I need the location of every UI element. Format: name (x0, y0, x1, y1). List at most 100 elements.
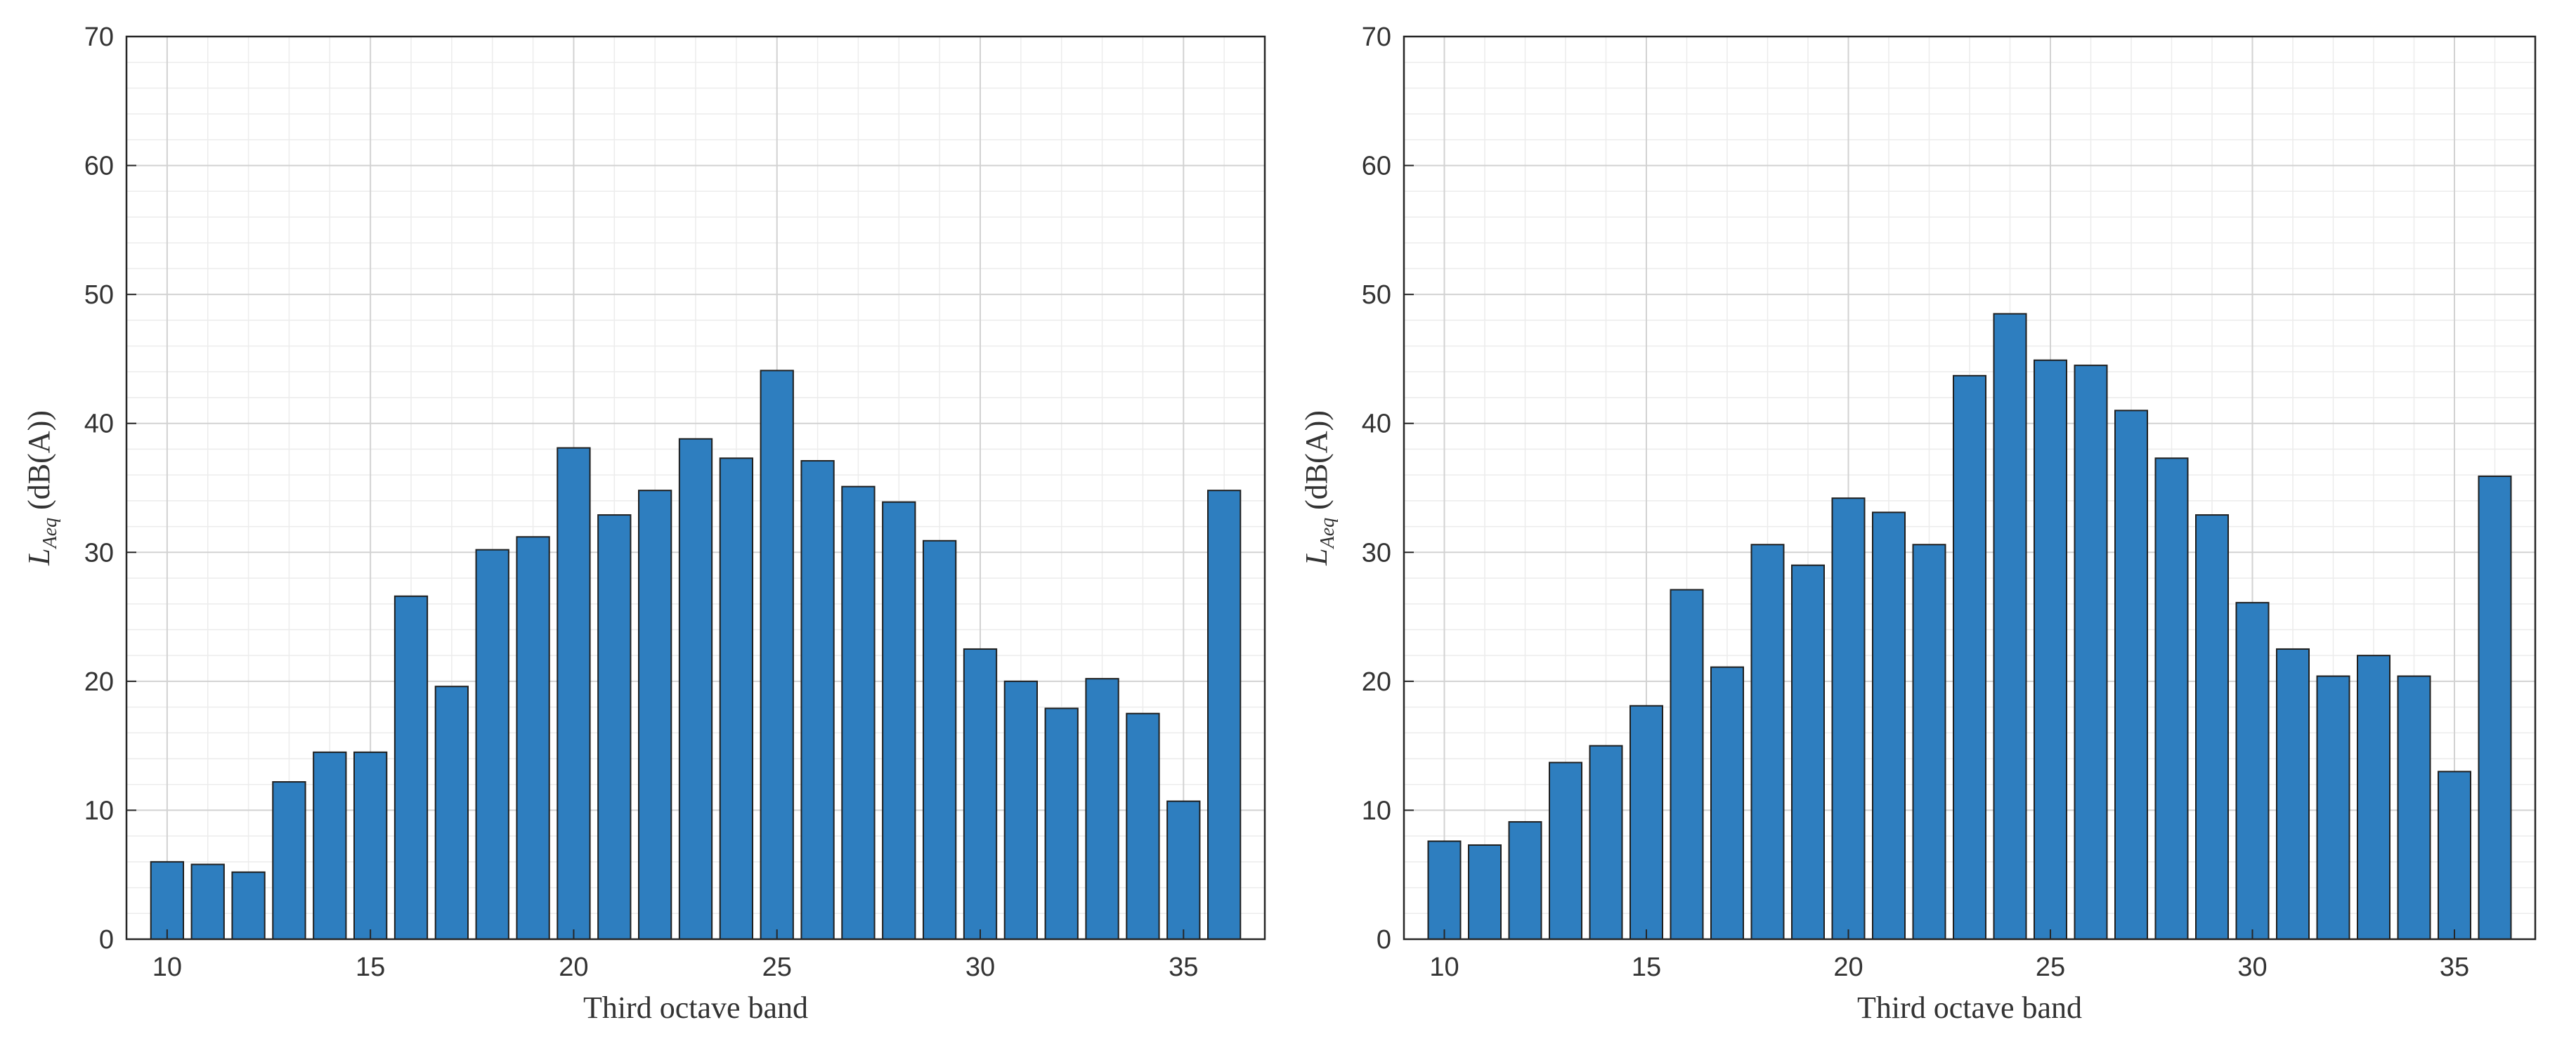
bar (923, 539, 957, 940)
y-tick-label: 30 (1362, 538, 1391, 568)
x-tick-label: 35 (2440, 953, 2469, 982)
bar (963, 648, 998, 940)
bar (1710, 666, 1744, 941)
y-tick-label: 40 (84, 410, 114, 439)
bar (760, 369, 794, 940)
y-tick-label: 70 (84, 22, 114, 52)
bar (678, 438, 713, 940)
bar (1549, 761, 1582, 941)
y-label-main: L (1299, 548, 1334, 565)
plot-frame (1403, 35, 2537, 941)
plot-frame (125, 35, 1266, 941)
x-tick-label: 15 (1632, 953, 1661, 982)
bar (2154, 457, 2189, 940)
bars (1427, 313, 2512, 941)
bar (231, 871, 266, 940)
bar (1750, 544, 1785, 940)
bar (434, 686, 469, 940)
bar (1589, 745, 1623, 940)
bar (1791, 564, 1825, 940)
x-tick-label: 35 (1169, 953, 1198, 982)
bar (2034, 359, 2067, 940)
y-tick-label: 20 (84, 667, 114, 697)
bars (150, 369, 1242, 941)
x-axis-label: Third octave band (1857, 990, 2082, 1025)
y-tick-label: 0 (1377, 925, 1391, 955)
bar (313, 751, 347, 940)
x-tick-label: 20 (1833, 953, 1863, 982)
bar (1629, 705, 1663, 940)
bar (1993, 313, 2027, 940)
y-axis-label: LAeq (dB(A)) (22, 410, 61, 566)
y-tick-label: 10 (84, 796, 114, 825)
bar (2438, 771, 2471, 941)
bar (2357, 655, 2390, 941)
y-tick-labels: 0 10 20 30 40 50 60 70 (1362, 22, 1414, 955)
bar (1085, 678, 1119, 941)
bar (1872, 511, 1906, 940)
y-tick-label: 10 (1362, 796, 1391, 825)
x-tick-label: 30 (965, 953, 995, 982)
bar (2195, 514, 2229, 940)
bar (557, 447, 591, 940)
bar (516, 536, 550, 940)
x-tick-label: 25 (762, 953, 792, 982)
bar (800, 459, 835, 940)
x-tick-label: 15 (356, 953, 385, 982)
x-tick-label: 25 (2036, 953, 2065, 982)
y-label-subscript: Aeq (1317, 518, 1339, 550)
y-label-units: (dB(A)) (1299, 410, 1334, 518)
y-label-main: L (22, 548, 56, 565)
bar (2478, 475, 2512, 940)
bar (1044, 707, 1079, 941)
bar (353, 751, 388, 940)
y-tick-labels: 0 10 20 30 40 50 60 70 (84, 22, 136, 955)
x-tick-label: 20 (559, 953, 588, 982)
bar (597, 514, 632, 940)
bar (190, 863, 225, 940)
y-tick-label: 60 (1362, 152, 1391, 181)
bar (2235, 601, 2270, 941)
y-tick-label: 40 (1362, 410, 1391, 439)
bar (2397, 675, 2431, 940)
bar (475, 549, 509, 940)
y-tick-label: 20 (1362, 667, 1391, 697)
bar (2316, 675, 2350, 940)
y-tick-label: 50 (1362, 280, 1391, 310)
bar (841, 485, 876, 940)
y-tick-label: 0 (99, 925, 114, 955)
bar (882, 501, 916, 940)
x-tick-label: 10 (1429, 953, 1459, 982)
bar (1126, 712, 1160, 940)
bar (1427, 840, 1462, 940)
bar (1670, 589, 1704, 940)
x-tick-label: 10 (152, 953, 182, 982)
x-tick-label: 30 (2237, 953, 2267, 982)
bar (272, 781, 306, 940)
y-tick-label: 50 (84, 280, 114, 310)
bar (1953, 374, 1986, 940)
bar (1508, 820, 1542, 940)
y-tick-label: 30 (84, 538, 114, 568)
bar (1831, 497, 1866, 940)
y-label-subscript: Aeq (39, 518, 61, 550)
bar (2114, 410, 2148, 940)
y-axis-label: LAeq (dB(A)) (1299, 410, 1339, 566)
bar (393, 595, 429, 940)
bar (1003, 680, 1038, 940)
x-tick-labels: 10 15 20 25 30 35 (152, 929, 1198, 982)
chart-panel-right: 0 10 20 30 40 50 60 70 10 15 20 25 30 35 Third octav… (1299, 22, 2537, 1025)
bar (638, 490, 672, 940)
bar (150, 861, 184, 941)
y-tick-label: 60 (84, 152, 114, 181)
chart-panel-left: 0 10 20 30 40 50 60 70 10 15 20 25 30 35 Third octav… (22, 22, 1266, 1025)
bar (2276, 648, 2310, 940)
bar (1912, 544, 1946, 940)
x-tick-labels: 10 15 20 25 30 35 (1429, 929, 2469, 982)
y-label-units: (dB(A)) (22, 410, 56, 518)
y-tick-label: 70 (1362, 22, 1391, 52)
bar (2074, 365, 2108, 940)
x-axis-label: Third octave band (583, 990, 808, 1025)
bar (719, 457, 753, 940)
